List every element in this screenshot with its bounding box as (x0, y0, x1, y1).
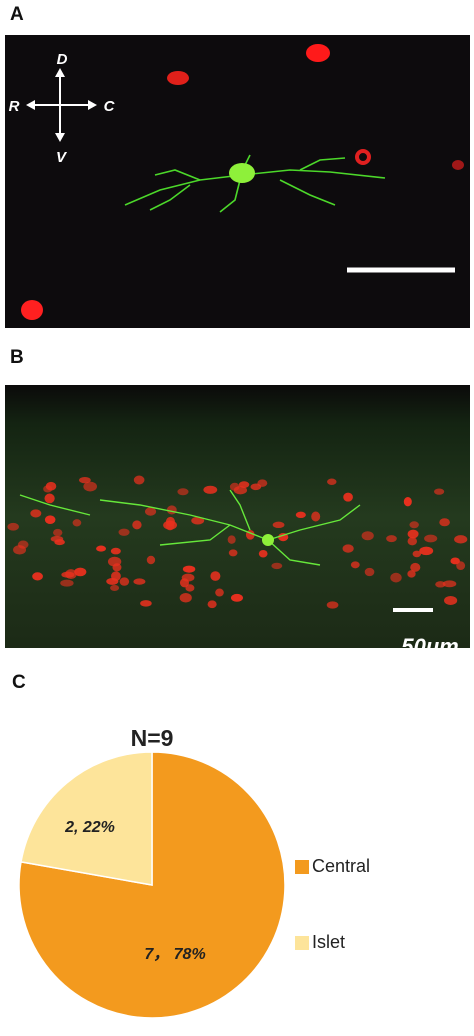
cell (250, 483, 262, 491)
cell (74, 567, 87, 577)
cell (364, 567, 375, 577)
cell (110, 584, 120, 592)
cell (140, 600, 152, 607)
cell (110, 547, 121, 555)
cell (210, 571, 221, 581)
cell (403, 497, 412, 507)
cell (434, 488, 445, 495)
cell (407, 529, 419, 539)
cell (17, 540, 29, 549)
cell (107, 556, 122, 567)
cell (163, 520, 178, 530)
cell (439, 518, 450, 527)
cell (207, 600, 217, 609)
cell (79, 476, 91, 484)
cell (179, 578, 189, 588)
cell (119, 577, 130, 586)
cell (258, 549, 268, 558)
scale-bar-label: 50μm (401, 634, 458, 659)
cell (238, 481, 250, 488)
cell (203, 485, 218, 494)
micrograph-a (5, 35, 470, 328)
legend-label: Islet (312, 932, 345, 952)
cell (60, 579, 74, 587)
cell (96, 545, 106, 552)
pie-slice (20, 751, 153, 886)
cell (133, 475, 145, 485)
cell (182, 565, 196, 573)
cell (32, 572, 43, 581)
cell (53, 528, 63, 537)
cell (132, 520, 142, 530)
value-label: 7， 78% (144, 946, 205, 963)
cell (410, 562, 421, 572)
cell (390, 572, 402, 583)
cell (444, 595, 458, 605)
cell (50, 535, 64, 543)
cell (230, 593, 244, 602)
orientation-arrows (26, 68, 97, 142)
orientation-label: D (57, 51, 68, 68)
cell (295, 511, 306, 518)
cell (409, 521, 419, 529)
cell (72, 519, 82, 527)
cell (228, 549, 238, 557)
cell (83, 481, 97, 492)
cell (43, 485, 53, 493)
cell (271, 562, 283, 570)
cell (30, 509, 42, 518)
cell (424, 534, 438, 543)
panel-label: A (10, 4, 24, 25)
cell (65, 569, 77, 580)
cell (133, 578, 146, 585)
cell (343, 492, 353, 502)
cell (450, 557, 460, 565)
cell (118, 528, 130, 536)
cell (144, 507, 157, 516)
cell (454, 535, 468, 544)
cell (177, 488, 189, 496)
cell (361, 531, 374, 541)
chart-title: N=9 (131, 725, 174, 751)
cell (350, 561, 360, 569)
orientation-label: V (56, 149, 68, 166)
cell (146, 555, 156, 565)
legend-label: Central (312, 856, 370, 876)
panel-label: B (10, 347, 24, 368)
cell (229, 482, 240, 491)
cell (327, 478, 337, 485)
cell (326, 601, 339, 609)
orientation-label: R (9, 98, 20, 115)
cell (311, 511, 321, 522)
cell (342, 544, 354, 553)
value-label: 2, 22% (64, 819, 115, 836)
cell (191, 516, 205, 525)
cell (106, 578, 119, 585)
panel-label: C (12, 672, 26, 693)
micrograph-b (5, 385, 470, 648)
cell (227, 535, 236, 544)
cell (215, 588, 224, 597)
cell (185, 584, 195, 592)
cell (407, 570, 416, 578)
cell (272, 521, 285, 529)
cell (179, 593, 192, 603)
cell (419, 546, 434, 556)
cell (166, 505, 177, 515)
cell (44, 515, 56, 525)
legend-swatch (295, 860, 309, 874)
cell (435, 581, 446, 588)
cell (442, 580, 457, 588)
orientation-label: C (104, 98, 116, 115)
cell (407, 536, 417, 546)
cell (7, 522, 19, 531)
legend-swatch (295, 936, 309, 950)
cell (412, 550, 422, 558)
cell (44, 493, 55, 504)
pie-chart: 7， 78% 2, 22% Central Islet (18, 751, 370, 1019)
cell (386, 535, 397, 543)
